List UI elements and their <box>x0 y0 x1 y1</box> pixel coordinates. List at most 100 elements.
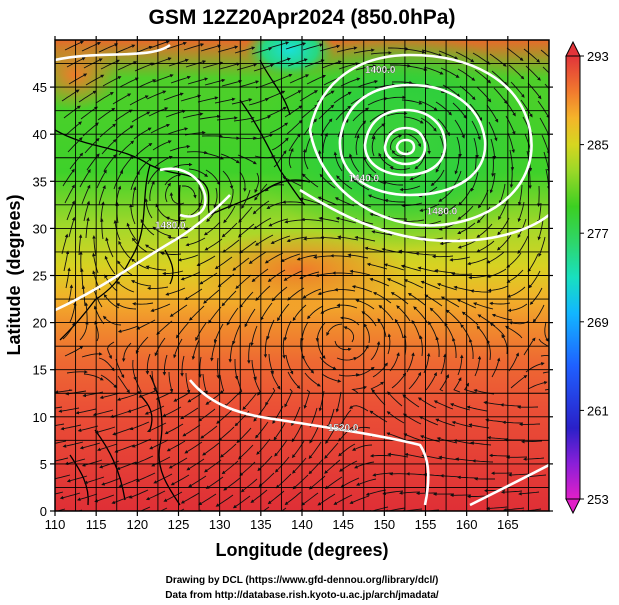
streamline <box>334 340 352 352</box>
streamline <box>338 62 360 70</box>
streamline <box>163 491 183 502</box>
streamline <box>267 106 287 117</box>
streamline <box>182 112 204 119</box>
streamline <box>159 507 168 511</box>
streamline <box>335 105 352 121</box>
streamline <box>255 421 269 439</box>
streamline <box>111 495 132 504</box>
streamline <box>435 101 452 116</box>
y-tick-label: 5 <box>40 457 47 472</box>
x-axis-label: Longitude (degrees) <box>215 540 388 560</box>
streamline <box>437 118 450 137</box>
streamline <box>287 58 308 67</box>
streamline <box>369 277 390 287</box>
streamline <box>128 489 149 499</box>
streamline <box>205 476 224 489</box>
streamline <box>334 287 356 292</box>
x-tick-label: 165 <box>497 517 519 532</box>
streamline <box>439 374 449 392</box>
colorbar-ramp <box>565 55 581 500</box>
streamline <box>507 303 528 313</box>
streamline <box>133 127 152 140</box>
streamline <box>304 372 321 387</box>
streamline <box>121 342 132 362</box>
colorbar-ticks: 293 285 277 269 261 253 <box>580 49 609 507</box>
streamline <box>350 426 371 433</box>
streamline <box>104 274 118 292</box>
streamline <box>282 337 286 359</box>
streamline <box>351 285 373 293</box>
streamline <box>264 184 285 192</box>
streamline <box>151 370 157 392</box>
y-tick-label: 45 <box>33 80 47 95</box>
streamline <box>134 62 155 72</box>
streamline <box>394 318 404 339</box>
streamline <box>372 362 388 378</box>
streamline <box>149 40 170 49</box>
streamline <box>354 235 376 242</box>
streamline <box>219 374 225 394</box>
x-tick-label: 150 <box>373 517 395 532</box>
streamline <box>308 441 322 460</box>
streamline <box>137 157 153 174</box>
streamline <box>77 425 99 432</box>
streamline <box>367 97 388 106</box>
streamline <box>118 478 139 488</box>
streamline <box>269 122 289 134</box>
streamline <box>115 44 136 54</box>
streamline <box>177 254 199 262</box>
streamline <box>467 257 488 266</box>
streamline <box>536 185 541 207</box>
streamline <box>467 494 489 499</box>
streamline <box>68 216 76 238</box>
streamline <box>66 475 88 483</box>
streamline <box>136 79 157 89</box>
streamline <box>282 90 302 101</box>
streamline <box>491 155 495 177</box>
streamline <box>280 253 301 262</box>
streamline <box>525 474 547 479</box>
streamline <box>405 133 422 148</box>
streamline <box>235 274 252 290</box>
streamline <box>438 187 455 202</box>
streamline <box>262 506 270 511</box>
streamline <box>55 508 66 511</box>
streamline <box>135 472 156 482</box>
streamline <box>216 116 238 121</box>
streamline <box>107 341 115 360</box>
streamline <box>55 491 64 495</box>
streamline <box>96 169 107 189</box>
streamline <box>169 144 191 152</box>
streamline <box>135 336 149 355</box>
y-tick-label: 10 <box>33 410 47 425</box>
streamline <box>164 423 184 435</box>
streamline <box>486 104 499 123</box>
streamline <box>117 260 133 276</box>
streamline <box>459 85 476 101</box>
streamline <box>517 235 529 255</box>
streamline <box>408 371 422 390</box>
streamline <box>367 506 389 511</box>
streamline <box>234 359 239 380</box>
streamline <box>155 388 173 400</box>
streamline <box>488 121 498 142</box>
streamline <box>538 338 549 348</box>
streamline <box>83 200 91 222</box>
colorbar-top-arrow <box>565 40 581 57</box>
streamline <box>292 474 309 490</box>
streamline <box>129 95 149 106</box>
streamline <box>351 444 373 451</box>
streamline <box>181 185 197 199</box>
streamline <box>307 305 324 320</box>
streamline <box>100 374 118 389</box>
streamline <box>357 79 379 88</box>
y-axis-label: Latitude (degrees) <box>4 194 24 355</box>
streamline <box>326 408 335 429</box>
streamline <box>468 423 490 429</box>
streamline <box>217 273 235 288</box>
streamline <box>67 284 74 306</box>
streamline <box>335 216 357 224</box>
streamline <box>273 422 286 441</box>
contour-label: 1520.0 <box>328 423 359 434</box>
streamline <box>236 375 243 395</box>
